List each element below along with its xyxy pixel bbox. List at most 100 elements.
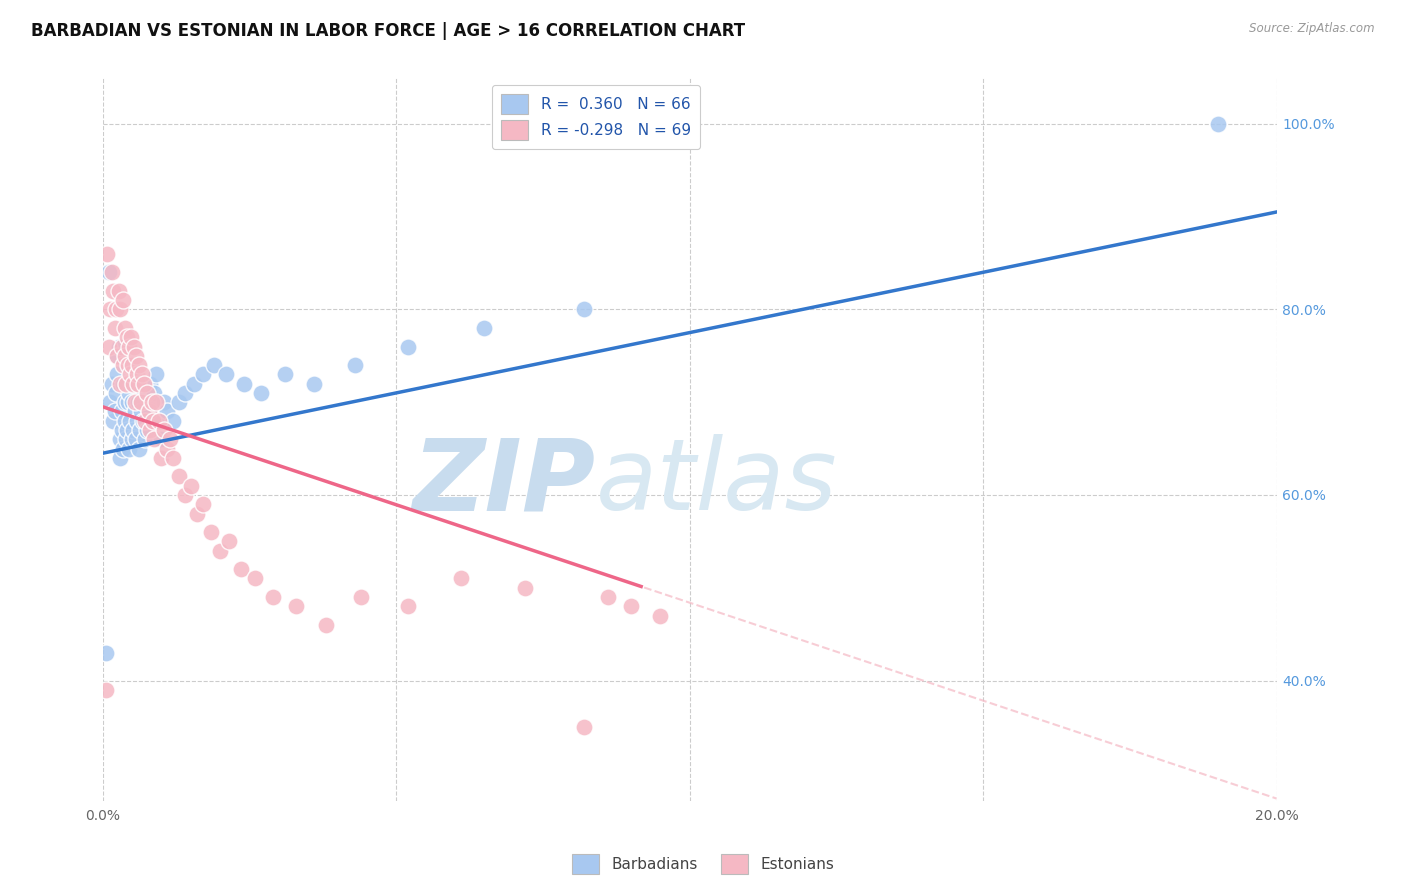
Point bbox=[174, 385, 197, 400]
Point bbox=[150, 432, 173, 446]
Point bbox=[148, 414, 170, 428]
Point bbox=[650, 608, 672, 623]
Point bbox=[1206, 117, 1229, 131]
Point bbox=[118, 442, 141, 456]
Point bbox=[98, 395, 121, 409]
Point bbox=[315, 618, 337, 632]
Point bbox=[124, 395, 146, 409]
Point bbox=[167, 395, 190, 409]
Point bbox=[96, 246, 118, 260]
Point bbox=[153, 423, 176, 437]
Point bbox=[138, 404, 160, 418]
Text: BARBADIAN VS ESTONIAN IN LABOR FORCE | AGE > 16 CORRELATION CHART: BARBADIAN VS ESTONIAN IN LABOR FORCE | A… bbox=[31, 22, 745, 40]
Point bbox=[156, 404, 179, 418]
Point bbox=[100, 265, 122, 279]
Point bbox=[145, 368, 167, 382]
Point bbox=[114, 349, 136, 363]
Point bbox=[142, 414, 165, 428]
Point bbox=[127, 395, 149, 409]
Point bbox=[229, 562, 252, 576]
Point bbox=[131, 414, 153, 428]
Legend: Barbadians, Estonians: Barbadians, Estonians bbox=[565, 848, 841, 880]
Point bbox=[112, 293, 135, 307]
Point bbox=[131, 368, 153, 382]
Point bbox=[162, 414, 184, 428]
Point bbox=[100, 376, 122, 391]
Point bbox=[97, 265, 120, 279]
Point bbox=[112, 376, 135, 391]
Point bbox=[107, 284, 129, 298]
Point bbox=[112, 358, 135, 372]
Point bbox=[103, 414, 125, 428]
Point bbox=[200, 524, 222, 539]
Point bbox=[134, 414, 156, 428]
Point bbox=[180, 478, 202, 492]
Point bbox=[110, 339, 132, 353]
Point bbox=[110, 450, 132, 465]
Point bbox=[141, 395, 163, 409]
Point bbox=[103, 404, 125, 418]
Point bbox=[620, 599, 643, 614]
Point bbox=[450, 572, 472, 586]
Point bbox=[115, 432, 138, 446]
Point bbox=[250, 385, 273, 400]
Point bbox=[96, 646, 118, 660]
Point bbox=[135, 423, 157, 437]
Point bbox=[117, 395, 139, 409]
Point bbox=[350, 590, 373, 604]
Point bbox=[396, 339, 419, 353]
Point bbox=[122, 376, 145, 391]
Point bbox=[472, 321, 495, 335]
Point bbox=[145, 395, 167, 409]
Point bbox=[596, 590, 619, 604]
Point bbox=[114, 414, 136, 428]
Point bbox=[183, 376, 205, 391]
Point bbox=[110, 423, 132, 437]
Point bbox=[245, 572, 267, 586]
Point bbox=[132, 385, 155, 400]
Point bbox=[94, 682, 117, 697]
Point bbox=[120, 330, 142, 344]
Point bbox=[117, 358, 139, 372]
Point bbox=[124, 404, 146, 418]
Point bbox=[139, 423, 162, 437]
Point bbox=[156, 442, 179, 456]
Point bbox=[121, 432, 143, 446]
Point bbox=[174, 488, 197, 502]
Point bbox=[191, 497, 214, 511]
Point bbox=[114, 321, 136, 335]
Point bbox=[111, 404, 134, 418]
Point bbox=[125, 414, 148, 428]
Point bbox=[572, 720, 595, 734]
Point bbox=[162, 450, 184, 465]
Point bbox=[138, 404, 160, 418]
Point bbox=[142, 414, 165, 428]
Point bbox=[134, 432, 156, 446]
Point bbox=[107, 368, 129, 382]
Point bbox=[167, 469, 190, 483]
Point bbox=[159, 432, 181, 446]
Point bbox=[285, 599, 308, 614]
Point bbox=[191, 368, 214, 382]
Point bbox=[143, 432, 166, 446]
Point bbox=[103, 284, 125, 298]
Point bbox=[118, 339, 141, 353]
Point bbox=[117, 423, 139, 437]
Point bbox=[128, 358, 150, 372]
Point bbox=[128, 423, 150, 437]
Point bbox=[202, 358, 225, 372]
Point bbox=[150, 450, 173, 465]
Point bbox=[108, 339, 131, 353]
Point bbox=[122, 423, 145, 437]
Point bbox=[115, 376, 138, 391]
Point bbox=[107, 349, 129, 363]
Point bbox=[114, 395, 136, 409]
Text: Source: ZipAtlas.com: Source: ZipAtlas.com bbox=[1250, 22, 1375, 36]
Point bbox=[135, 385, 157, 400]
Point bbox=[104, 385, 127, 400]
Point bbox=[572, 302, 595, 317]
Point bbox=[121, 358, 143, 372]
Point bbox=[125, 432, 148, 446]
Point bbox=[209, 543, 232, 558]
Point bbox=[103, 321, 125, 335]
